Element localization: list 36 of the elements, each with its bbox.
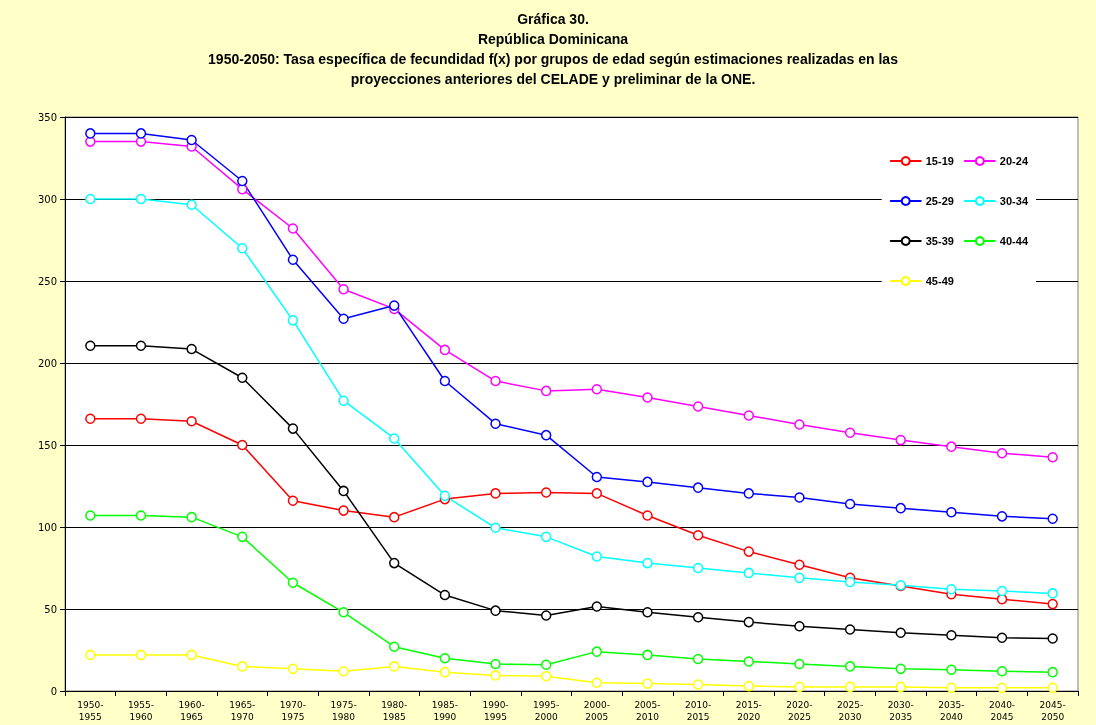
y-tick-label: 150 (37, 439, 57, 451)
y-tick-label: 50 (44, 603, 57, 615)
y-tick-label: 0 (50, 685, 57, 697)
legend-label: 15-19 (925, 155, 954, 167)
x-tick-label: 2035-2040 (938, 700, 965, 722)
x-tick-label: 1965-1970 (229, 700, 256, 722)
legend-label: 45-49 (925, 275, 954, 287)
x-tick-label: 2040-2045 (988, 700, 1016, 722)
x-tick-label: 1975-1980 (330, 700, 357, 722)
legend-label: 30-34 (999, 195, 1029, 207)
legend-label: 20-24 (999, 155, 1029, 167)
x-tick-label: 1960-1965 (178, 700, 205, 722)
x-tick-label: 1955-1960 (127, 700, 155, 722)
x-tick-label: 1950-1955 (77, 700, 104, 722)
x-tick-label: 2015-2020 (735, 700, 762, 722)
y-tick-label: 100 (37, 521, 57, 533)
y-tick-label: 350 (37, 111, 57, 123)
x-tick-label: 1985-1990 (431, 700, 458, 722)
x-tick-label: 1995-2000 (533, 700, 560, 722)
y-tick-label: 300 (37, 193, 57, 205)
x-tick-label: 1990-1995 (482, 700, 509, 722)
x-tick-label: 1980-1985 (381, 700, 408, 722)
legend-label: 25-29 (925, 195, 954, 207)
x-tick-label: 2010-2015 (685, 700, 712, 722)
x-tick-label: 2030-2035 (887, 700, 914, 722)
y-tick-label: 200 (37, 357, 57, 369)
x-tick-label: 2025-2030 (837, 700, 864, 722)
legend-label: 40-44 (999, 235, 1029, 247)
x-tick-label: 2000-2005 (583, 700, 610, 722)
x-tick-label: 2045-2050 (1039, 700, 1066, 722)
x-tick-label: 2005-2010 (634, 700, 661, 722)
chart-title: Gráfica 30. República Dominicana 1950-2050: Tasa específica de fecundidad f(x) por grupos de edad según estimaciones realizadas en las proyecciones anteriores del CELADE y preliminar de la ONE. (208, 11, 899, 87)
y-tick-label: 250 (37, 275, 57, 287)
x-tick-label: 1970-1975 (279, 700, 306, 722)
legend-label: 35-39 (925, 235, 954, 247)
x-tick-label: 2020-2025 (786, 700, 813, 722)
